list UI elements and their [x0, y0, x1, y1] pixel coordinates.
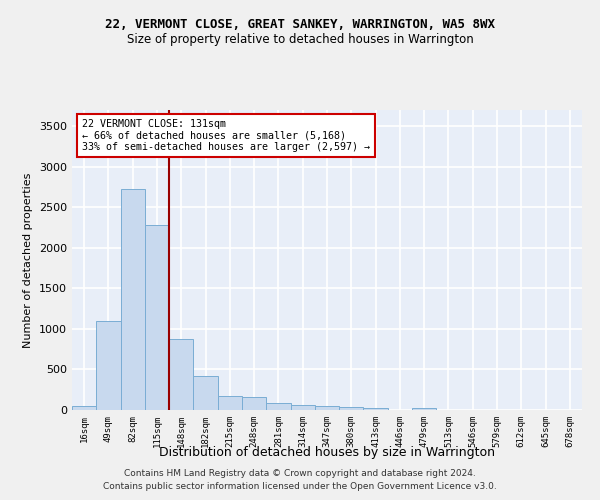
- Text: 22 VERMONT CLOSE: 131sqm
← 66% of detached houses are smaller (5,168)
33% of sem: 22 VERMONT CLOSE: 131sqm ← 66% of detach…: [82, 119, 370, 152]
- Bar: [412, 408, 436, 410]
- Bar: [169, 340, 193, 410]
- Bar: [218, 396, 242, 410]
- Text: 22, VERMONT CLOSE, GREAT SANKEY, WARRINGTON, WA5 8WX: 22, VERMONT CLOSE, GREAT SANKEY, WARRING…: [105, 18, 495, 30]
- Bar: [315, 406, 339, 410]
- Text: Size of property relative to detached houses in Warrington: Size of property relative to detached ho…: [127, 32, 473, 46]
- Bar: [145, 225, 169, 410]
- Bar: [72, 406, 96, 410]
- Y-axis label: Number of detached properties: Number of detached properties: [23, 172, 34, 348]
- Bar: [96, 321, 121, 410]
- Bar: [121, 190, 145, 410]
- Bar: [266, 402, 290, 410]
- Text: Contains HM Land Registry data © Crown copyright and database right 2024.: Contains HM Land Registry data © Crown c…: [124, 468, 476, 477]
- Bar: [364, 408, 388, 410]
- Text: Contains public sector information licensed under the Open Government Licence v3: Contains public sector information licen…: [103, 482, 497, 491]
- Bar: [242, 396, 266, 410]
- Bar: [290, 405, 315, 410]
- Bar: [339, 407, 364, 410]
- Bar: [193, 376, 218, 410]
- Text: Distribution of detached houses by size in Warrington: Distribution of detached houses by size …: [159, 446, 495, 459]
